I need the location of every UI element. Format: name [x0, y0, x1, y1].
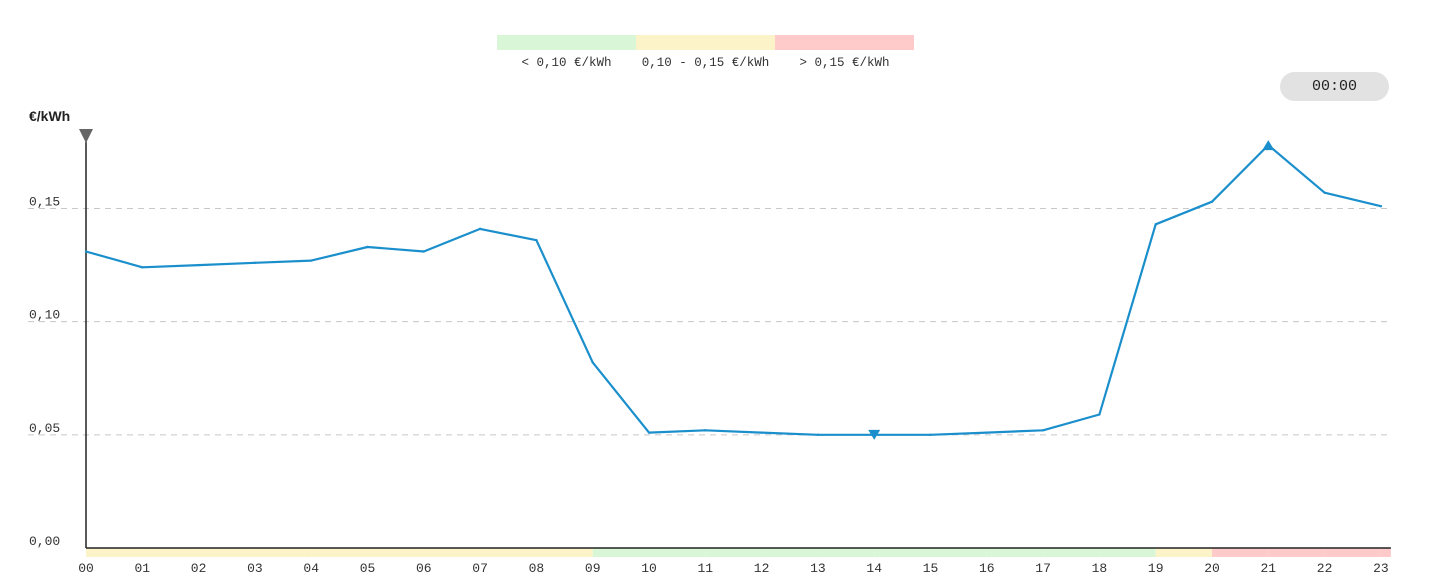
- x-tick-label: 07: [472, 561, 488, 576]
- y-tick-label: 0,10: [29, 308, 60, 323]
- price-band-18: [1099, 548, 1156, 557]
- x-tick-label: 20: [1204, 561, 1220, 576]
- price-point-19: [1154, 223, 1157, 226]
- x-tick-label: 19: [1148, 561, 1164, 576]
- y-tick-label: 0,15: [29, 195, 60, 210]
- x-tick-label: 03: [247, 561, 263, 576]
- price-band-23: [1380, 548, 1391, 557]
- price-point-08: [535, 238, 538, 242]
- price-band-strip: [86, 548, 1391, 557]
- price-point-11: [704, 429, 707, 432]
- price-band-02: [198, 548, 255, 557]
- price-band-07: [480, 548, 537, 557]
- price-point-22: [1323, 191, 1326, 194]
- price-band-14: [874, 548, 931, 557]
- x-tick-label: 11: [697, 561, 713, 576]
- price-band-20: [1212, 548, 1269, 557]
- time-selector-button[interactable]: 00:00: [1280, 72, 1389, 101]
- min-price-marker-icon: [868, 429, 881, 440]
- price-point-13: [816, 433, 820, 437]
- legend-label-mid: 0,10 - 0,15 €/kWh: [641, 56, 770, 70]
- x-tick-label: 13: [810, 561, 826, 576]
- x-tick-label: 08: [529, 561, 545, 576]
- y-axis-ticks: 0,00 0,05 0,10 0,15: [29, 195, 60, 550]
- price-point-05: [366, 245, 369, 249]
- price-band-12: [761, 548, 818, 557]
- price-band-00: [86, 548, 143, 557]
- x-tick-label: 21: [1260, 561, 1276, 576]
- x-tick-label: 14: [866, 561, 882, 576]
- legend-label-high: > 0,15 €/kWh: [799, 56, 890, 70]
- current-time-marker-icon[interactable]: [79, 129, 93, 143]
- grid-lines: [28, 208, 1390, 436]
- x-tick-label: 00: [78, 561, 94, 576]
- price-legend: < 0,10 €/kWh 0,10 - 0,15 €/kWh > 0,15 €/…: [497, 35, 917, 75]
- x-tick-label: 02: [191, 561, 207, 576]
- price-band-13: [817, 548, 875, 557]
- x-tick-label: 16: [979, 561, 995, 576]
- price-point-15: [929, 433, 932, 437]
- x-tick-label: 06: [416, 561, 432, 576]
- price-band-04: [311, 548, 368, 557]
- price-band-11: [705, 548, 762, 557]
- legend-swatch-high: [775, 35, 914, 50]
- x-tick-label: 15: [923, 561, 939, 576]
- x-tick-label: 23: [1373, 561, 1389, 576]
- price-point-18: [1098, 413, 1101, 416]
- price-point-03: [253, 261, 257, 265]
- price-band-03: [254, 548, 312, 557]
- x-tick-label: 01: [134, 561, 150, 576]
- y-tick-label: 0,00: [29, 534, 60, 549]
- x-tick-label: 10: [641, 561, 657, 576]
- max-price-marker-icon: [1262, 140, 1275, 151]
- price-point-17: [1041, 429, 1045, 432]
- price-point-04: [310, 259, 313, 262]
- price-point-10: [647, 431, 651, 434]
- price-point-01: [141, 266, 144, 269]
- legend-swatch-low: [497, 35, 636, 50]
- price-band-21: [1268, 548, 1325, 557]
- x-tick-label: 18: [1092, 561, 1108, 576]
- price-band-01: [142, 548, 199, 557]
- price-points: [84, 143, 1383, 437]
- y-tick-label: 0,05: [29, 421, 60, 436]
- price-point-23: [1379, 205, 1383, 208]
- legend-item-low: < 0,10 €/kWh: [497, 35, 636, 70]
- price-band-05: [367, 548, 424, 557]
- legend-swatch-mid: [636, 35, 775, 50]
- price-band-06: [423, 548, 481, 557]
- price-point-00: [84, 250, 88, 253]
- price-band-08: [536, 548, 593, 557]
- price-point-12: [760, 431, 763, 434]
- x-tick-label: 09: [585, 561, 601, 576]
- price-point-07: [478, 227, 482, 231]
- price-band-17: [1043, 548, 1100, 557]
- price-band-16: [986, 548, 1044, 557]
- x-tick-label: 04: [303, 561, 319, 576]
- price-point-20: [1210, 200, 1214, 203]
- price-point-09: [591, 361, 594, 364]
- price-point-06: [422, 250, 425, 253]
- legend-item-mid: 0,10 - 0,15 €/kWh: [636, 35, 775, 70]
- price-point-16: [985, 431, 988, 434]
- legend-item-high: > 0,15 €/kWh: [775, 35, 914, 70]
- x-axis-ticks: 00 01 02 03 04 05 06 07 08 09 10 11 12 13 14 15 16 17 18 19…: [78, 561, 1389, 576]
- x-tick-label: 22: [1317, 561, 1333, 576]
- legend-label-low: < 0,10 €/kWh: [521, 56, 612, 70]
- x-tick-label: 05: [360, 561, 376, 576]
- x-tick-label: 17: [1035, 561, 1051, 576]
- price-line: [85, 144, 1382, 436]
- price-band-15: [930, 548, 987, 557]
- y-axis-label: €/kWh: [29, 108, 70, 124]
- price-band-09: [592, 548, 649, 557]
- price-band-10: [649, 548, 706, 557]
- x-tick-label: 12: [754, 561, 770, 576]
- price-band-22: [1324, 548, 1381, 557]
- price-band-19: [1155, 548, 1212, 557]
- price-point-02: [197, 263, 200, 267]
